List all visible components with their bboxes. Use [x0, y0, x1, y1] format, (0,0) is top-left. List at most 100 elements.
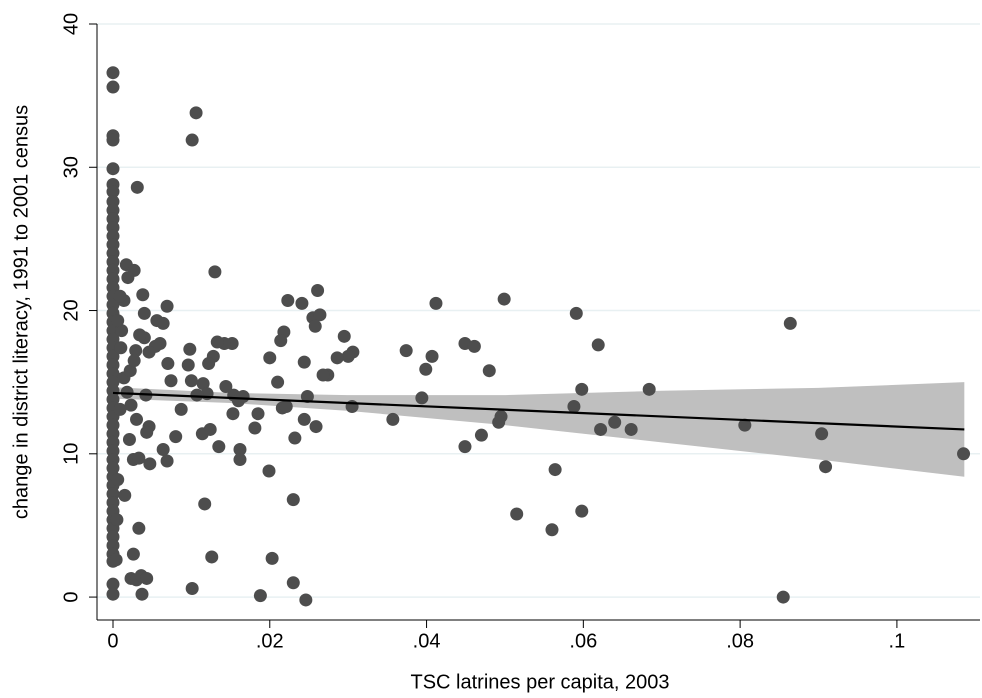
point	[482, 364, 496, 378]
point	[957, 447, 971, 461]
point	[190, 388, 204, 402]
point	[510, 507, 524, 521]
point	[308, 319, 322, 333]
point	[265, 551, 279, 565]
point	[776, 590, 790, 604]
point	[458, 440, 472, 454]
point	[608, 415, 622, 429]
point	[185, 581, 199, 595]
point	[124, 398, 138, 412]
point	[309, 420, 323, 434]
point	[399, 344, 413, 358]
y-axis-title: change in district literacy, 1991 to 200…	[10, 105, 32, 519]
point	[738, 418, 752, 432]
point	[115, 324, 129, 338]
point	[118, 488, 132, 502]
point	[425, 349, 439, 363]
y-tick-label: 10	[60, 443, 82, 465]
point	[210, 335, 224, 349]
x-tick-label: .1	[889, 630, 906, 652]
point	[109, 553, 123, 567]
point	[113, 289, 127, 303]
point	[136, 288, 150, 302]
point	[337, 329, 351, 343]
point	[429, 296, 443, 310]
point	[203, 422, 217, 436]
point	[492, 415, 506, 429]
point	[113, 402, 127, 416]
point	[236, 390, 250, 403]
point	[316, 368, 330, 382]
point	[569, 306, 583, 320]
point	[415, 391, 429, 405]
point	[106, 133, 120, 147]
point	[111, 314, 125, 328]
point	[642, 382, 656, 396]
y-tick-label: 20	[60, 299, 82, 321]
y-tick-label: 30	[60, 156, 82, 178]
point	[253, 589, 267, 603]
point	[783, 316, 797, 330]
point	[279, 400, 293, 414]
point	[295, 296, 309, 310]
point	[202, 357, 216, 371]
point	[262, 464, 276, 478]
point	[226, 407, 240, 421]
point	[129, 344, 143, 358]
point	[156, 316, 170, 330]
point	[313, 308, 327, 322]
point	[575, 504, 589, 518]
point	[181, 358, 195, 372]
point	[161, 357, 175, 371]
point	[123, 364, 137, 378]
point	[591, 338, 605, 352]
point	[233, 443, 247, 457]
point	[297, 355, 311, 369]
point	[386, 412, 400, 426]
point	[341, 349, 355, 363]
point	[297, 412, 311, 426]
point	[212, 440, 226, 454]
point	[160, 299, 174, 313]
point	[164, 374, 178, 388]
point	[106, 577, 120, 591]
point	[169, 430, 183, 444]
point	[122, 432, 136, 446]
point	[545, 523, 559, 537]
point	[121, 271, 135, 285]
point	[106, 587, 120, 601]
point	[311, 283, 325, 297]
point	[133, 328, 147, 342]
point	[467, 339, 481, 353]
point	[497, 292, 511, 306]
point	[143, 457, 157, 471]
point	[624, 422, 638, 436]
point	[156, 443, 170, 457]
point	[300, 390, 314, 403]
point	[281, 294, 295, 308]
point	[594, 422, 608, 436]
point	[142, 345, 156, 359]
point	[174, 402, 188, 416]
point	[127, 354, 141, 368]
point	[196, 377, 210, 391]
point	[548, 463, 562, 477]
point	[271, 375, 285, 389]
point	[575, 382, 589, 396]
point	[137, 306, 151, 320]
point	[198, 497, 212, 511]
point	[189, 106, 203, 120]
point	[135, 587, 149, 601]
point	[419, 362, 433, 376]
y-tick-label: 0	[60, 592, 82, 603]
point	[330, 351, 344, 365]
point	[288, 431, 302, 445]
point	[183, 342, 197, 356]
point	[286, 493, 300, 507]
point	[140, 571, 154, 585]
point	[248, 421, 262, 435]
point	[132, 521, 146, 535]
x-axis-title: TSC latrines per capita, 2003	[410, 671, 669, 693]
confidence-band	[112, 382, 965, 477]
